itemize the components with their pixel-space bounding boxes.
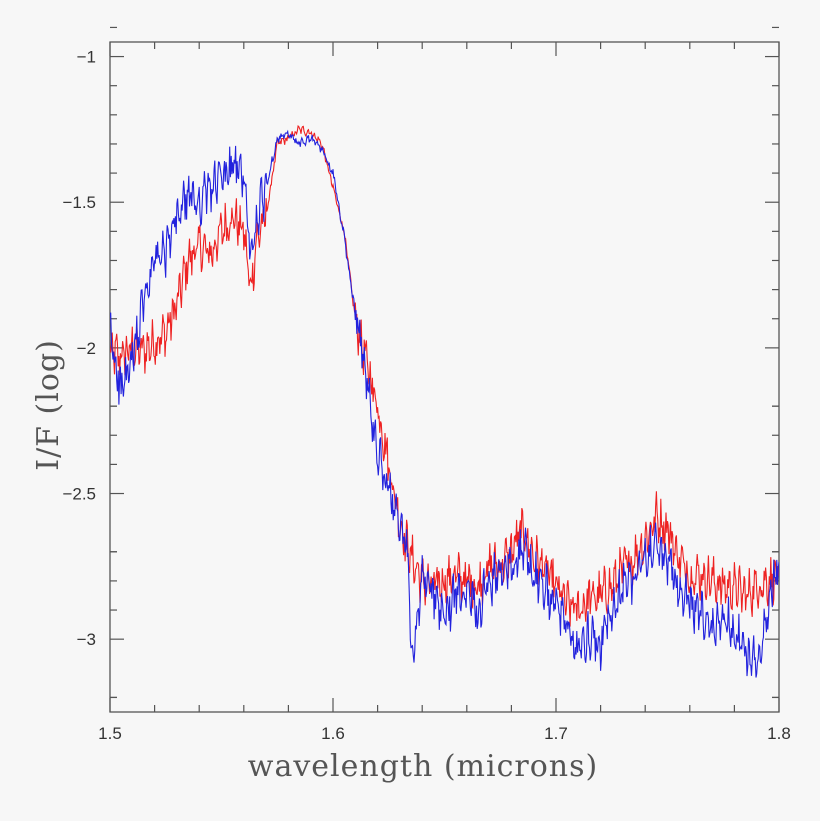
y-tick-label: −3 — [77, 630, 96, 649]
axis-ticks — [109, 26, 780, 712]
y-tick-label: −1 — [77, 48, 96, 67]
tick-labels: 1.5 1.6 1.7 1.8 −1 −1.5 −2 −2.5 −3 — [62, 48, 790, 743]
x-axis-title: wavelength (microns) — [248, 749, 598, 784]
x-tick-label: 1.5 — [98, 724, 122, 743]
plot-frame — [109, 41, 780, 713]
y-axis-title: I/F (log) — [31, 339, 66, 471]
y-tick-label: −1.5 — [62, 193, 96, 212]
x-tick-label: 1.6 — [321, 724, 345, 743]
series-blue-line — [110, 129, 779, 678]
series-layer — [110, 124, 779, 678]
x-tick-label: 1.7 — [544, 724, 568, 743]
series-red-line — [110, 124, 779, 627]
y-tick-label: −2.5 — [62, 485, 96, 504]
x-tick-label: 1.8 — [767, 724, 791, 743]
y-tick-label: −2 — [77, 339, 96, 358]
